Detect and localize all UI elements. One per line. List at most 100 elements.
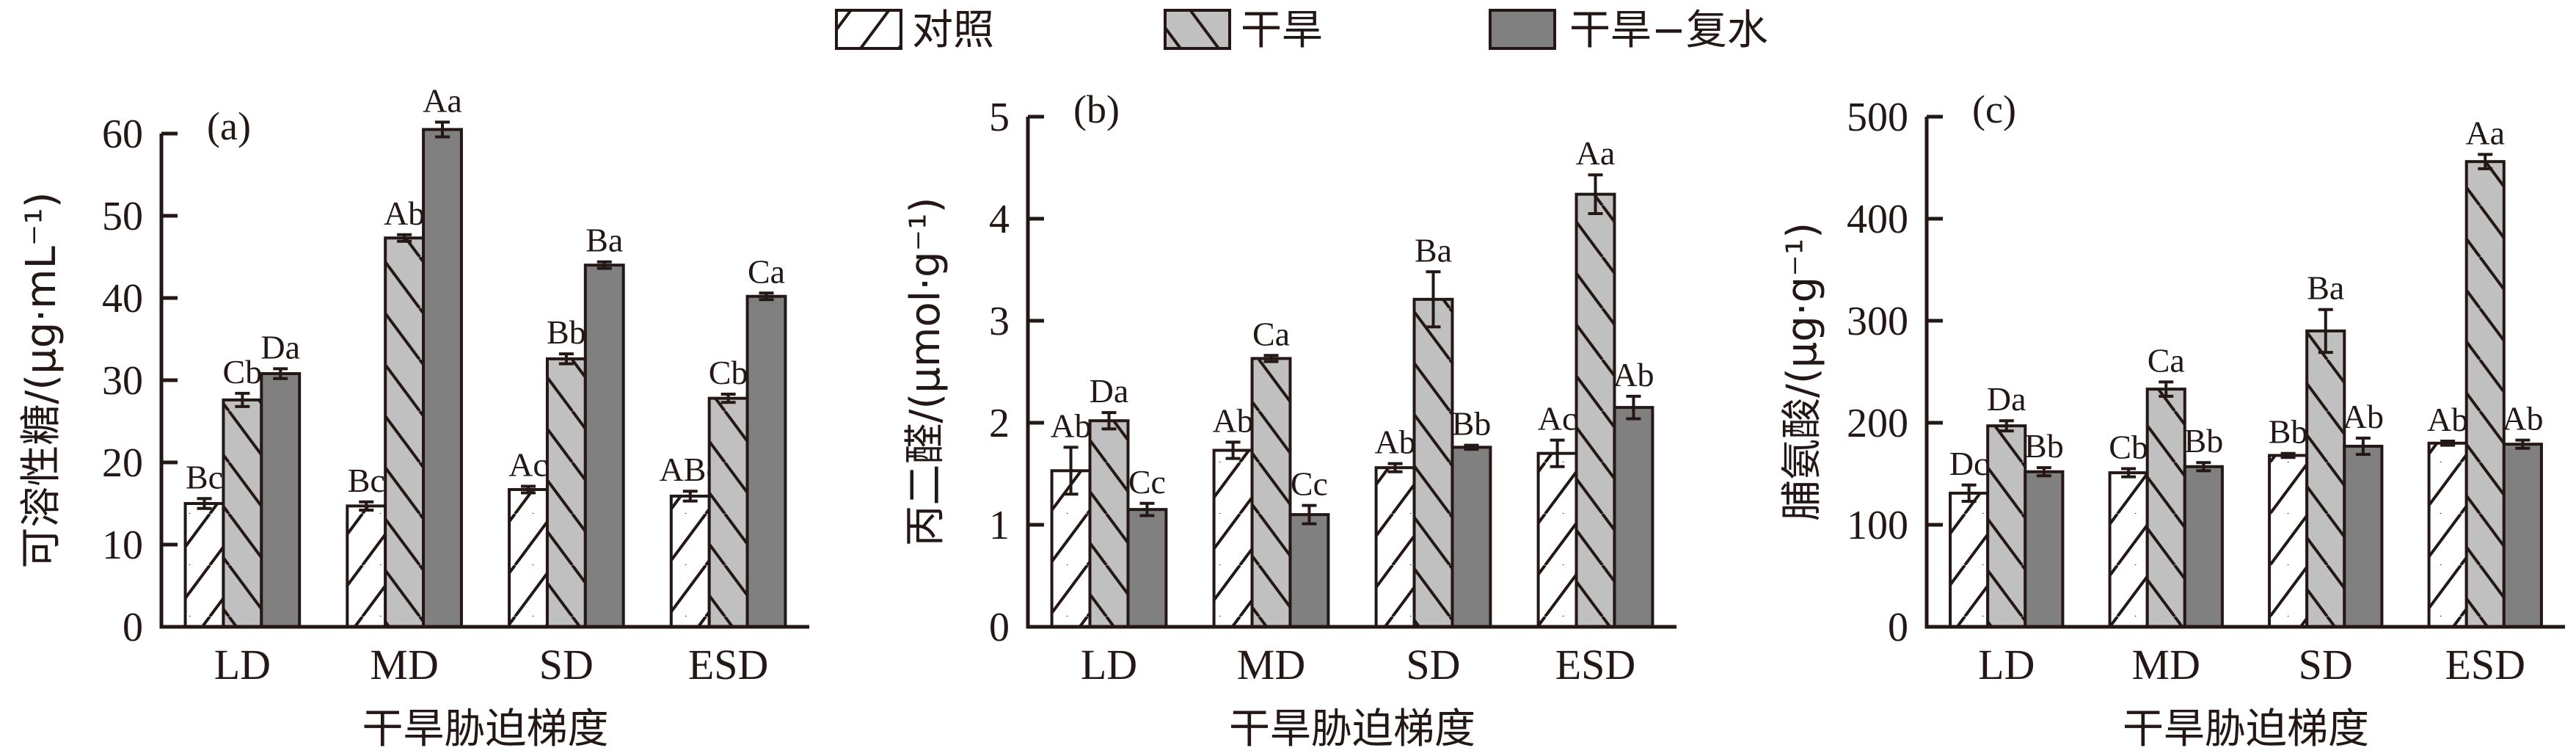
sig-letter-control-LD: Ab	[1050, 407, 1091, 444]
sig-letter-rewatering-MD: Cc	[1291, 465, 1328, 503]
sig-letter-drought-SD: Ba	[2307, 269, 2344, 307]
legend: 对照 干旱 干旱−复水	[835, 7, 1768, 54]
bar-drought-ESD	[1575, 192, 1616, 628]
error-bar-rewatering-ESD	[1626, 394, 1641, 421]
panel-c: Dc Da Bb LD Cb Ca Bb MD Bb Ba Ab SD Ab Aa Ab ESD 0 100 200…	[1778, 87, 2565, 753]
x-tick-label: MD	[370, 641, 438, 688]
sig-letter-rewatering-SD: Bb	[1452, 405, 1492, 443]
legend-swatch-rewatering	[1489, 9, 1556, 50]
error-bar-rewatering-LD	[1139, 501, 1155, 517]
bar-control-LD	[183, 502, 225, 628]
bar-drought-ESD	[2464, 160, 2506, 629]
panel-label: (a)	[207, 104, 251, 148]
y-axis-title: 可溶性糖/(μg·mL⁻¹)	[18, 192, 65, 568]
x-axis-title: 干旱胁迫梯度	[2123, 705, 2369, 753]
sig-letter-drought-ESD: Aa	[2465, 114, 2505, 151]
x-axis-title: 干旱胁迫梯度	[1229, 705, 1475, 753]
sig-letter-rewatering-LD: Da	[260, 328, 300, 366]
y-tick-label: 200	[1847, 401, 1908, 446]
bar-drought-MD	[384, 236, 426, 628]
sig-letter-rewatering-MD: Bb	[2184, 422, 2224, 459]
y-tick-label: 40	[102, 276, 143, 321]
sig-letter-drought-MD: Ab	[384, 195, 425, 232]
error-bar-drought-LD	[1999, 419, 2014, 433]
error-bar-rewatering-SD	[2355, 436, 2371, 457]
legend-label-drought: 干旱	[1241, 7, 1323, 54]
legend-swatch-drought	[1164, 9, 1231, 50]
sig-letter-control-ESD: Ac	[1538, 400, 1577, 437]
error-bar-rewatering-ESD	[2515, 438, 2531, 450]
error-bar-control-MD	[1225, 440, 1241, 460]
x-tick-label: SD	[1406, 641, 1460, 688]
y-tick-label: 400	[1847, 197, 1908, 242]
sig-letter-control-SD: Bb	[2269, 413, 2308, 451]
bar-rewatering-SD	[2343, 444, 2384, 628]
error-bar-drought-MD	[2159, 380, 2174, 398]
bar-rewatering-MD	[1288, 513, 1330, 628]
bar-drought-SD	[545, 357, 587, 628]
legend-item-drought: 干旱	[1164, 7, 1323, 54]
panel-label: (c)	[1972, 87, 2016, 131]
bar-control-SD	[508, 487, 549, 629]
error-bar-drought-SD	[1426, 270, 1441, 329]
error-bar-control-SD	[1387, 462, 1403, 473]
sig-letter-drought-MD: Ca	[1252, 315, 1290, 352]
bar-drought-SD	[1412, 297, 1454, 628]
legend-item-rewatering: 干旱−复水	[1489, 7, 1768, 54]
error-bar-control-LD	[197, 497, 212, 510]
sig-letter-rewatering-ESD: Ab	[1613, 356, 1654, 393]
sig-letter-rewatering-SD: Ba	[585, 222, 623, 259]
bar-drought-LD	[222, 398, 263, 628]
sig-letter-control-MD: Bc	[348, 462, 385, 499]
sig-letter-drought-MD: Ca	[2148, 341, 2185, 379]
bar-drought-LD	[1088, 419, 1130, 628]
bar-rewatering-ESD	[1613, 406, 1654, 629]
y-tick-label: 2	[989, 401, 1010, 446]
y-tick-label: 1	[989, 503, 1010, 548]
bar-rewatering-SD	[583, 263, 625, 628]
error-bar-rewatering-LD	[2036, 466, 2051, 478]
y-tick-label: 0	[989, 605, 1010, 650]
bar-control-MD	[2108, 471, 2149, 628]
x-tick-label: SD	[539, 641, 594, 688]
error-bar-rewatering-ESD	[759, 291, 774, 302]
sig-letter-drought-SD: Bb	[547, 313, 586, 351]
y-tick-label: 50	[102, 194, 143, 239]
bar-rewatering-ESD	[745, 294, 787, 628]
bar-drought-MD	[1250, 357, 1292, 628]
sig-letter-drought-ESD: Aa	[1576, 134, 1616, 172]
y-tick-label: 60	[102, 112, 143, 157]
y-tick-label: 20	[102, 440, 143, 486]
bar-rewatering-LD	[1126, 508, 1168, 629]
sig-letter-rewatering-LD: Cc	[1128, 463, 1166, 501]
x-axis-title: 干旱胁迫梯度	[362, 705, 609, 753]
bar-drought-ESD	[707, 396, 749, 628]
y-axis-title: 丙二醛/(μmol·g⁻¹)	[902, 197, 949, 547]
bar-rewatering-LD	[260, 372, 302, 628]
sig-letter-control-MD: Ab	[1212, 401, 1253, 439]
sig-letter-rewatering-SD: Ab	[2343, 398, 2384, 435]
bar-control-MD	[346, 504, 387, 628]
x-tick-label: LD	[214, 641, 271, 688]
error-bar-drought-MD	[397, 233, 412, 243]
x-tick-label: SD	[2299, 641, 2353, 688]
sig-letter-drought-LD: Da	[1090, 372, 1129, 410]
bar-rewatering-ESD	[2502, 443, 2543, 628]
error-bar-control-SD	[2280, 451, 2296, 459]
y-tick-label: 0	[1888, 605, 1908, 650]
bar-control-ESD	[2427, 441, 2468, 628]
y-tick-label: 5	[989, 95, 1010, 140]
y-tick-label: 30	[102, 358, 143, 404]
y-tick-label: 10	[102, 523, 143, 568]
bar-control-SD	[1374, 466, 1416, 628]
error-bar-rewatering-SD	[596, 260, 612, 270]
y-tick-label: 0	[123, 605, 143, 650]
x-tick-label: ESD	[688, 641, 769, 688]
bar-control-LD	[1949, 491, 1990, 628]
legend-label-rewatering: 干旱−复水	[1569, 7, 1768, 54]
x-tick-label: MD	[2132, 641, 2200, 688]
sig-letter-drought-SD: Ba	[1415, 231, 1452, 269]
bar-drought-MD	[2145, 388, 2186, 628]
sig-letter-rewatering-ESD: Ab	[2502, 400, 2543, 437]
sig-letter-control-MD: Cb	[2109, 429, 2148, 466]
